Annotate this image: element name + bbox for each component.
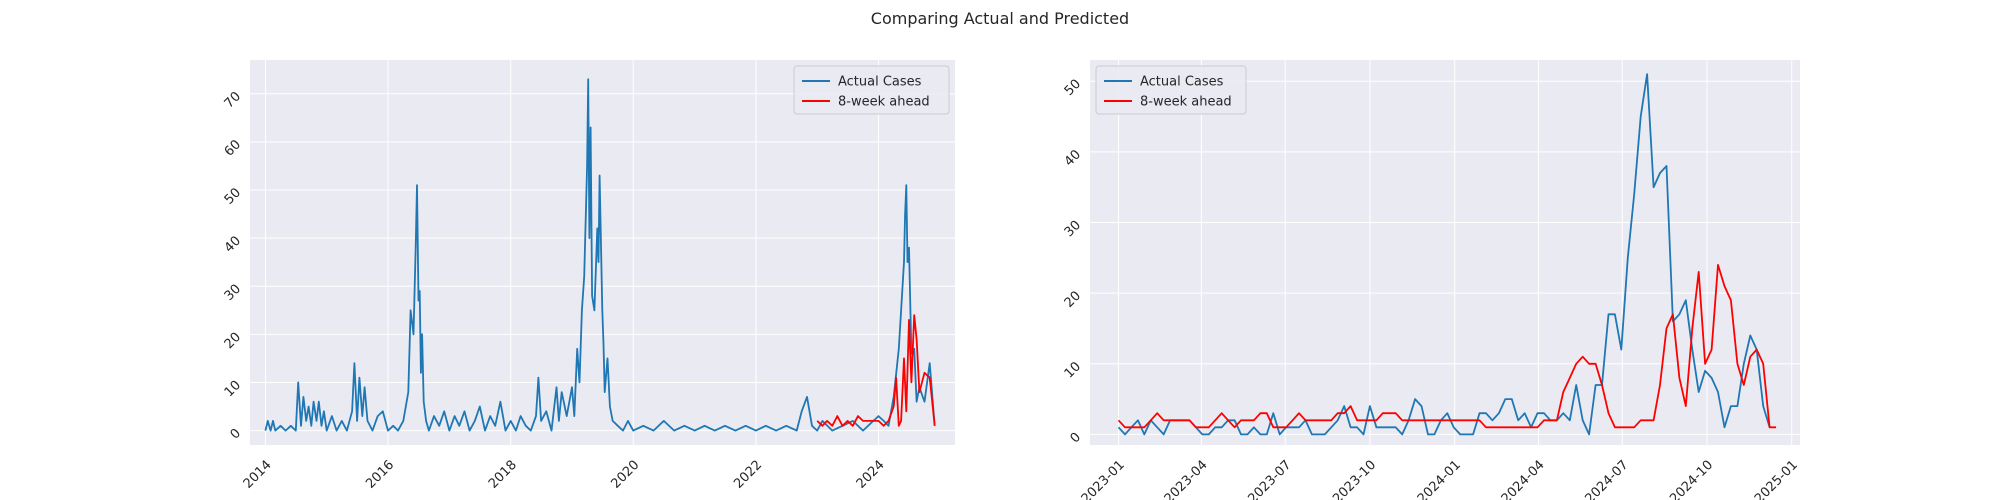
y-tick-label: 40 [222,234,244,256]
legend-entry-label: Actual Cases [838,75,922,90]
y-tick-label: 50 [1062,77,1084,99]
x-tick-label: 2025-01 [1752,458,1801,500]
x-tick-label: 2024 [854,458,888,492]
y-tick-label: 20 [222,330,244,352]
y-tick-label: 30 [1062,218,1084,240]
x-tick-label: 2024-01 [1415,458,1464,500]
x-tick-label: 2024-04 [1499,458,1548,500]
y-tick-label: 10 [1062,359,1084,381]
legend-box [1095,65,1247,115]
legend-box [793,65,950,115]
x-tick-label: 2018 [486,458,520,492]
legend: Actual Cases 8-week ahead [1095,65,1247,115]
figure-title: Comparing Actual and Predicted [871,9,1129,28]
plot-area [1090,60,1800,445]
x-tick-label: 2023-07 [1245,458,1294,500]
x-tick-label: 2023-04 [1162,458,1211,500]
legend-entry-label: 8-week ahead [838,95,930,110]
gridlines [1090,60,1800,445]
y-tick-label: 70 [222,89,244,111]
y-tick-label: 50 [222,185,244,207]
series-line-predicted [1117,263,1777,429]
x-tick-label: 2016 [363,458,397,492]
y-tick-label: 30 [222,282,244,304]
series-line-actual-cases [264,78,936,432]
series-lines [264,78,936,432]
series-lines [1117,73,1777,436]
y-tick-label: 0 [228,426,244,442]
x-tick-label: 2024-10 [1667,458,1716,500]
chart-panel-right: 2023-01 2023-04 2023-07 2023-10 2024-01 2024-… [1062,60,1801,500]
x-tick-label: 2023-10 [1330,458,1379,500]
legend-entry-label: 8-week ahead [1140,95,1232,110]
x-tick-label: 2022 [731,458,765,492]
legend: Actual Cases 8-week ahead [793,65,950,115]
series-line-predicted [816,314,936,427]
series-line-actual-cases [1117,73,1771,436]
x-tick-label: 2024-07 [1583,458,1632,500]
plot-area [250,60,955,445]
y-tick-label: 60 [222,137,244,159]
chart-panel-left: 2014 2016 2018 2020 2022 2024 0 10 20 30 40 50 60 70 A… [222,60,955,492]
y-tick-label: 0 [1068,430,1084,446]
y-tick-label: 40 [1062,147,1084,169]
x-tick-label: 2023-01 [1079,458,1128,500]
x-tick-label: 2014 [241,458,275,492]
legend-entry-label: Actual Cases [1140,75,1224,90]
y-tick-label: 10 [222,378,244,400]
y-tick-label: 20 [1062,289,1084,311]
x-tick-label: 2020 [608,458,642,492]
